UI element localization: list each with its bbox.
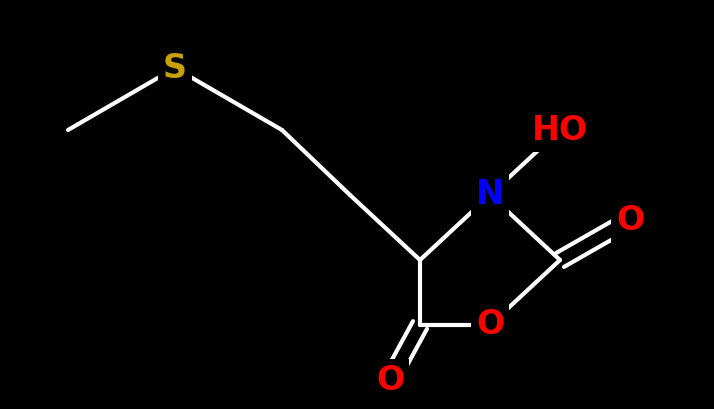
Text: O: O — [476, 308, 504, 342]
Text: N: N — [476, 178, 504, 211]
Text: O: O — [616, 204, 644, 236]
Text: HO: HO — [532, 114, 588, 146]
Text: O: O — [376, 364, 404, 396]
Text: S: S — [163, 52, 187, 85]
